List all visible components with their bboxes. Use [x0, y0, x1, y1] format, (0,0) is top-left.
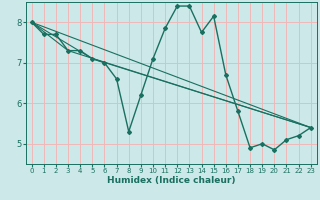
X-axis label: Humidex (Indice chaleur): Humidex (Indice chaleur): [107, 176, 236, 185]
